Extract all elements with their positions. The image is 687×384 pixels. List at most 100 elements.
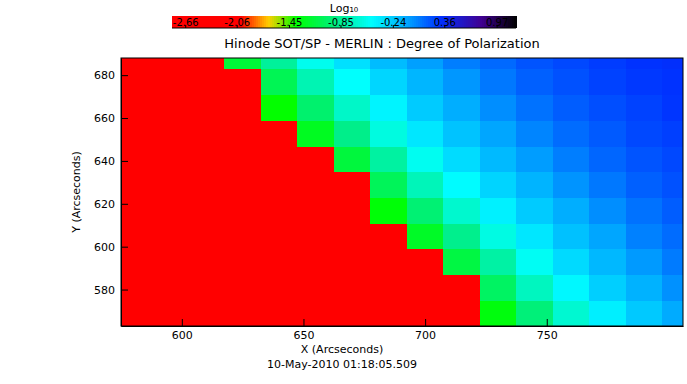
heatmap-cell — [188, 58, 225, 69]
heatmap-cell — [121, 58, 152, 69]
y-axis-line — [121, 59, 122, 327]
heatmap-cell — [151, 275, 188, 301]
heatmap-cell — [261, 120, 298, 146]
heatmap-cell — [480, 146, 517, 172]
x-axis-line — [122, 326, 684, 327]
heatmap-cell — [626, 172, 663, 198]
heatmap-cell — [662, 94, 683, 120]
heatmap-cell — [261, 275, 298, 301]
heatmap-cell — [480, 120, 517, 146]
heatmap-cell — [662, 58, 683, 69]
heatmap-cell — [370, 69, 407, 95]
heatmap-cell — [589, 249, 626, 275]
heatmap-cell — [443, 146, 480, 172]
heatmap — [121, 58, 683, 326]
x-tick-mark — [425, 319, 426, 326]
heatmap-cell — [480, 223, 517, 249]
heatmap-cell — [188, 146, 225, 172]
heatmap-cell — [516, 223, 553, 249]
heatmap-cell — [370, 58, 407, 69]
heatmap-cell — [297, 275, 334, 301]
heatmap-cell — [121, 275, 152, 301]
heatmap-cell — [334, 300, 371, 326]
heatmap-cell — [334, 197, 371, 223]
heatmap-cell — [516, 172, 553, 198]
x-tick: 600 — [172, 319, 193, 342]
heatmap-cell — [370, 172, 407, 198]
heatmap-cell — [151, 94, 188, 120]
heatmap-cell — [407, 300, 444, 326]
heatmap-cell — [443, 223, 480, 249]
heatmap-cell — [224, 275, 261, 301]
heatmap-cell — [297, 300, 334, 326]
heatmap-cell — [553, 275, 590, 301]
heatmap-cell — [334, 94, 371, 120]
heatmap-cell — [224, 172, 261, 198]
y-axis: 580600620640660680 — [94, 59, 128, 327]
heatmap-cell — [261, 69, 298, 95]
heatmap-cell — [589, 197, 626, 223]
x-axis-title: X (Arcseconds) — [301, 343, 383, 356]
heatmap-cell — [224, 249, 261, 275]
heatmap-cell — [224, 94, 261, 120]
heatmap-cell — [553, 172, 590, 198]
x-tick-mark — [547, 319, 548, 326]
y-tick: 680 — [94, 69, 128, 82]
heatmap-cell — [480, 197, 517, 223]
heatmap-cell — [261, 58, 298, 69]
heatmap-cell — [662, 223, 683, 249]
heatmap-cell — [188, 275, 225, 301]
y-tick-label: 580 — [94, 284, 115, 297]
heatmap-cell — [407, 69, 444, 95]
heatmap-cell — [297, 223, 334, 249]
heatmap-cell — [188, 120, 225, 146]
heatmap-cell — [553, 300, 590, 326]
heatmap-cell — [443, 120, 480, 146]
heatmap-cell — [626, 94, 663, 120]
heatmap-cell — [662, 197, 683, 223]
y-tick: 600 — [94, 241, 128, 254]
y-tick-mark — [121, 161, 128, 162]
x-axis: 600650700750 — [122, 319, 684, 342]
x-tick: 700 — [415, 319, 436, 342]
heatmap-cell — [151, 223, 188, 249]
heatmap-cell — [188, 172, 225, 198]
heatmap-cell — [188, 69, 225, 95]
y-tick-mark — [121, 290, 128, 291]
heatmap-cell — [151, 58, 188, 69]
heatmap-cell — [516, 69, 553, 95]
heatmap-cell — [443, 275, 480, 301]
heatmap-cell — [151, 249, 188, 275]
heatmap-cell — [480, 300, 517, 326]
heatmap-cell — [334, 120, 371, 146]
heatmap-cell — [370, 300, 407, 326]
heatmap-cell — [626, 300, 663, 326]
x-tick: 750 — [537, 319, 558, 342]
heatmap-cell — [121, 69, 152, 95]
chart: 600650700750580600620640660680Hinode SOT… — [0, 0, 687, 384]
heatmap-cell — [626, 120, 663, 146]
heatmap-cell — [553, 120, 590, 146]
heatmap-cell — [261, 197, 298, 223]
heatmap-cell — [297, 146, 334, 172]
heatmap-cell — [553, 223, 590, 249]
heatmap-cell — [553, 249, 590, 275]
heatmap-cell — [662, 249, 683, 275]
heatmap-cell — [480, 172, 517, 198]
heatmap-cell — [261, 249, 298, 275]
colorbar-tick-label: -0.85 — [328, 17, 354, 28]
heatmap-cell — [516, 300, 553, 326]
colorbar: -2.66-2.06-1.45-0.85-0.240.360.97Log₁₀ — [172, 2, 517, 28]
heatmap-cell — [224, 197, 261, 223]
heatmap-cell — [151, 69, 188, 95]
heatmap-cell — [626, 275, 663, 301]
heatmap-cell — [121, 197, 152, 223]
subtitle: 10-May-2010 01:18:05.509 — [267, 358, 417, 371]
heatmap-cell — [261, 300, 298, 326]
heatmap-cell — [261, 94, 298, 120]
heatmap-cell — [407, 197, 444, 223]
colorbar-tick-label: -2.06 — [224, 17, 250, 28]
heatmap-cell — [480, 69, 517, 95]
heatmap-cell — [151, 172, 188, 198]
heatmap-cell — [121, 146, 152, 172]
